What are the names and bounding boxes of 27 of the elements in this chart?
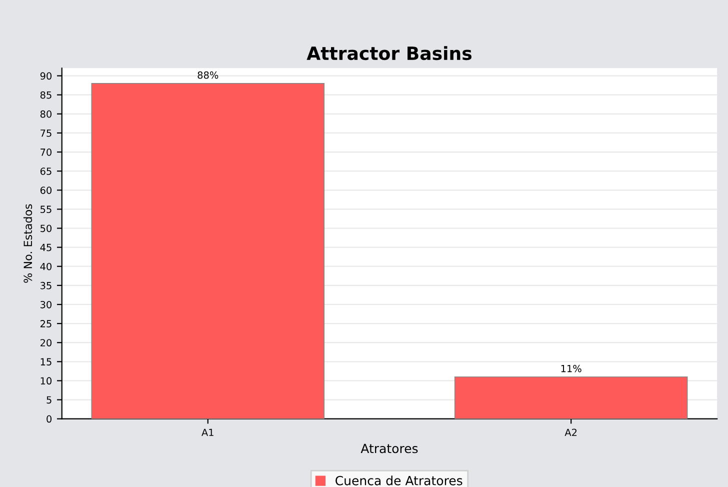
x-tick-label: A1 — [202, 428, 214, 436]
y-tick-label: 90 — [40, 72, 52, 80]
y-axis-title: % No. Estados — [23, 204, 32, 283]
data-label: 11% — [561, 364, 582, 372]
y-tick-label: 15 — [40, 358, 52, 366]
y-tick-label: 40 — [40, 262, 52, 270]
y-tick-label: 5 — [46, 396, 52, 404]
x-tick-label: A2 — [564, 428, 577, 436]
y-tick-label: 75 — [40, 130, 52, 137]
y-tick-label: 80 — [40, 110, 52, 118]
y-tick-label: 25 — [40, 320, 52, 328]
chart-title: Attractor Basins — [306, 46, 472, 60]
y-tick-label: 60 — [40, 186, 52, 194]
y-tick-label: 0 — [46, 415, 52, 423]
y-tick-label: 30 — [40, 300, 52, 308]
y-tick-label: 65 — [40, 168, 52, 175]
x-axis-title: Atratores — [360, 444, 418, 454]
y-tick-label: 85 — [40, 91, 52, 99]
data-label: 88% — [198, 71, 218, 79]
y-tick-label: 50 — [40, 224, 52, 232]
y-tick-label: 45 — [40, 244, 52, 252]
y-tick-label: 10 — [40, 377, 52, 385]
y-tick-label: 70 — [40, 148, 52, 156]
y-tick-label: 35 — [40, 282, 52, 290]
y-tick-label: 20 — [40, 339, 52, 346]
legend-label: Cuenca de Atratores — [336, 476, 462, 486]
y-tick-label: 55 — [40, 206, 52, 214]
